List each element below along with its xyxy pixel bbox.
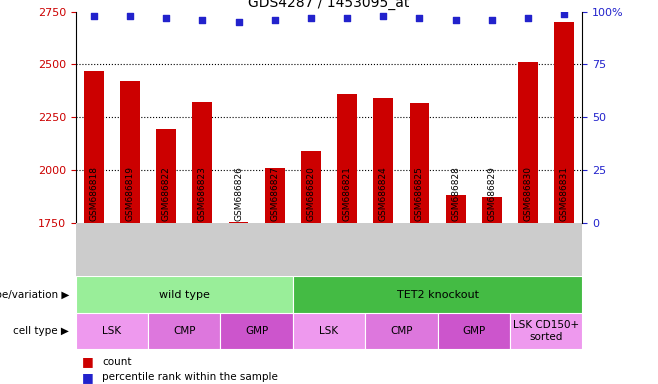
Bar <box>373 98 393 223</box>
Bar <box>192 102 213 223</box>
Text: CMP: CMP <box>173 326 195 336</box>
Bar <box>482 197 502 223</box>
Point <box>522 15 533 21</box>
Text: TET2 knockout: TET2 knockout <box>397 290 478 300</box>
Text: wild type: wild type <box>159 290 210 300</box>
Text: genotype/variation ▶: genotype/variation ▶ <box>0 290 69 300</box>
Point <box>486 17 497 23</box>
Point <box>450 17 461 23</box>
Title: GDS4287 / 1453095_at: GDS4287 / 1453095_at <box>248 0 410 10</box>
Point <box>415 15 425 21</box>
Bar <box>228 222 249 223</box>
Text: ■: ■ <box>82 355 94 368</box>
Point <box>305 15 316 21</box>
Bar <box>293 313 365 349</box>
Text: GMP: GMP <box>245 326 268 336</box>
Bar <box>554 22 574 223</box>
Bar <box>337 94 357 223</box>
Bar <box>510 313 582 349</box>
Point <box>161 15 171 21</box>
Point <box>197 17 207 23</box>
Text: LSK CD150+
sorted: LSK CD150+ sorted <box>513 320 579 342</box>
Text: GMP: GMP <box>462 326 486 336</box>
Bar <box>445 195 466 223</box>
Text: LSK: LSK <box>319 326 339 336</box>
Bar <box>438 313 510 349</box>
Point <box>270 17 280 23</box>
Point <box>233 19 243 25</box>
Bar <box>76 313 148 349</box>
Bar <box>365 313 438 349</box>
Text: LSK: LSK <box>102 326 122 336</box>
Text: percentile rank within the sample: percentile rank within the sample <box>102 372 278 382</box>
Bar <box>409 103 430 223</box>
Bar <box>148 313 220 349</box>
Text: CMP: CMP <box>390 326 413 336</box>
Bar <box>120 81 140 223</box>
Point <box>559 10 570 17</box>
Bar <box>265 168 285 223</box>
Text: count: count <box>102 356 132 367</box>
Point <box>124 13 136 19</box>
Bar <box>301 151 321 223</box>
Bar <box>518 62 538 223</box>
Point <box>88 13 99 19</box>
Bar <box>84 71 104 223</box>
Point <box>378 13 388 19</box>
Bar <box>156 129 176 223</box>
Bar <box>76 276 293 313</box>
Bar <box>220 313 293 349</box>
Point <box>342 15 353 21</box>
Text: ■: ■ <box>82 371 94 384</box>
Text: cell type ▶: cell type ▶ <box>13 326 69 336</box>
Bar <box>293 276 582 313</box>
